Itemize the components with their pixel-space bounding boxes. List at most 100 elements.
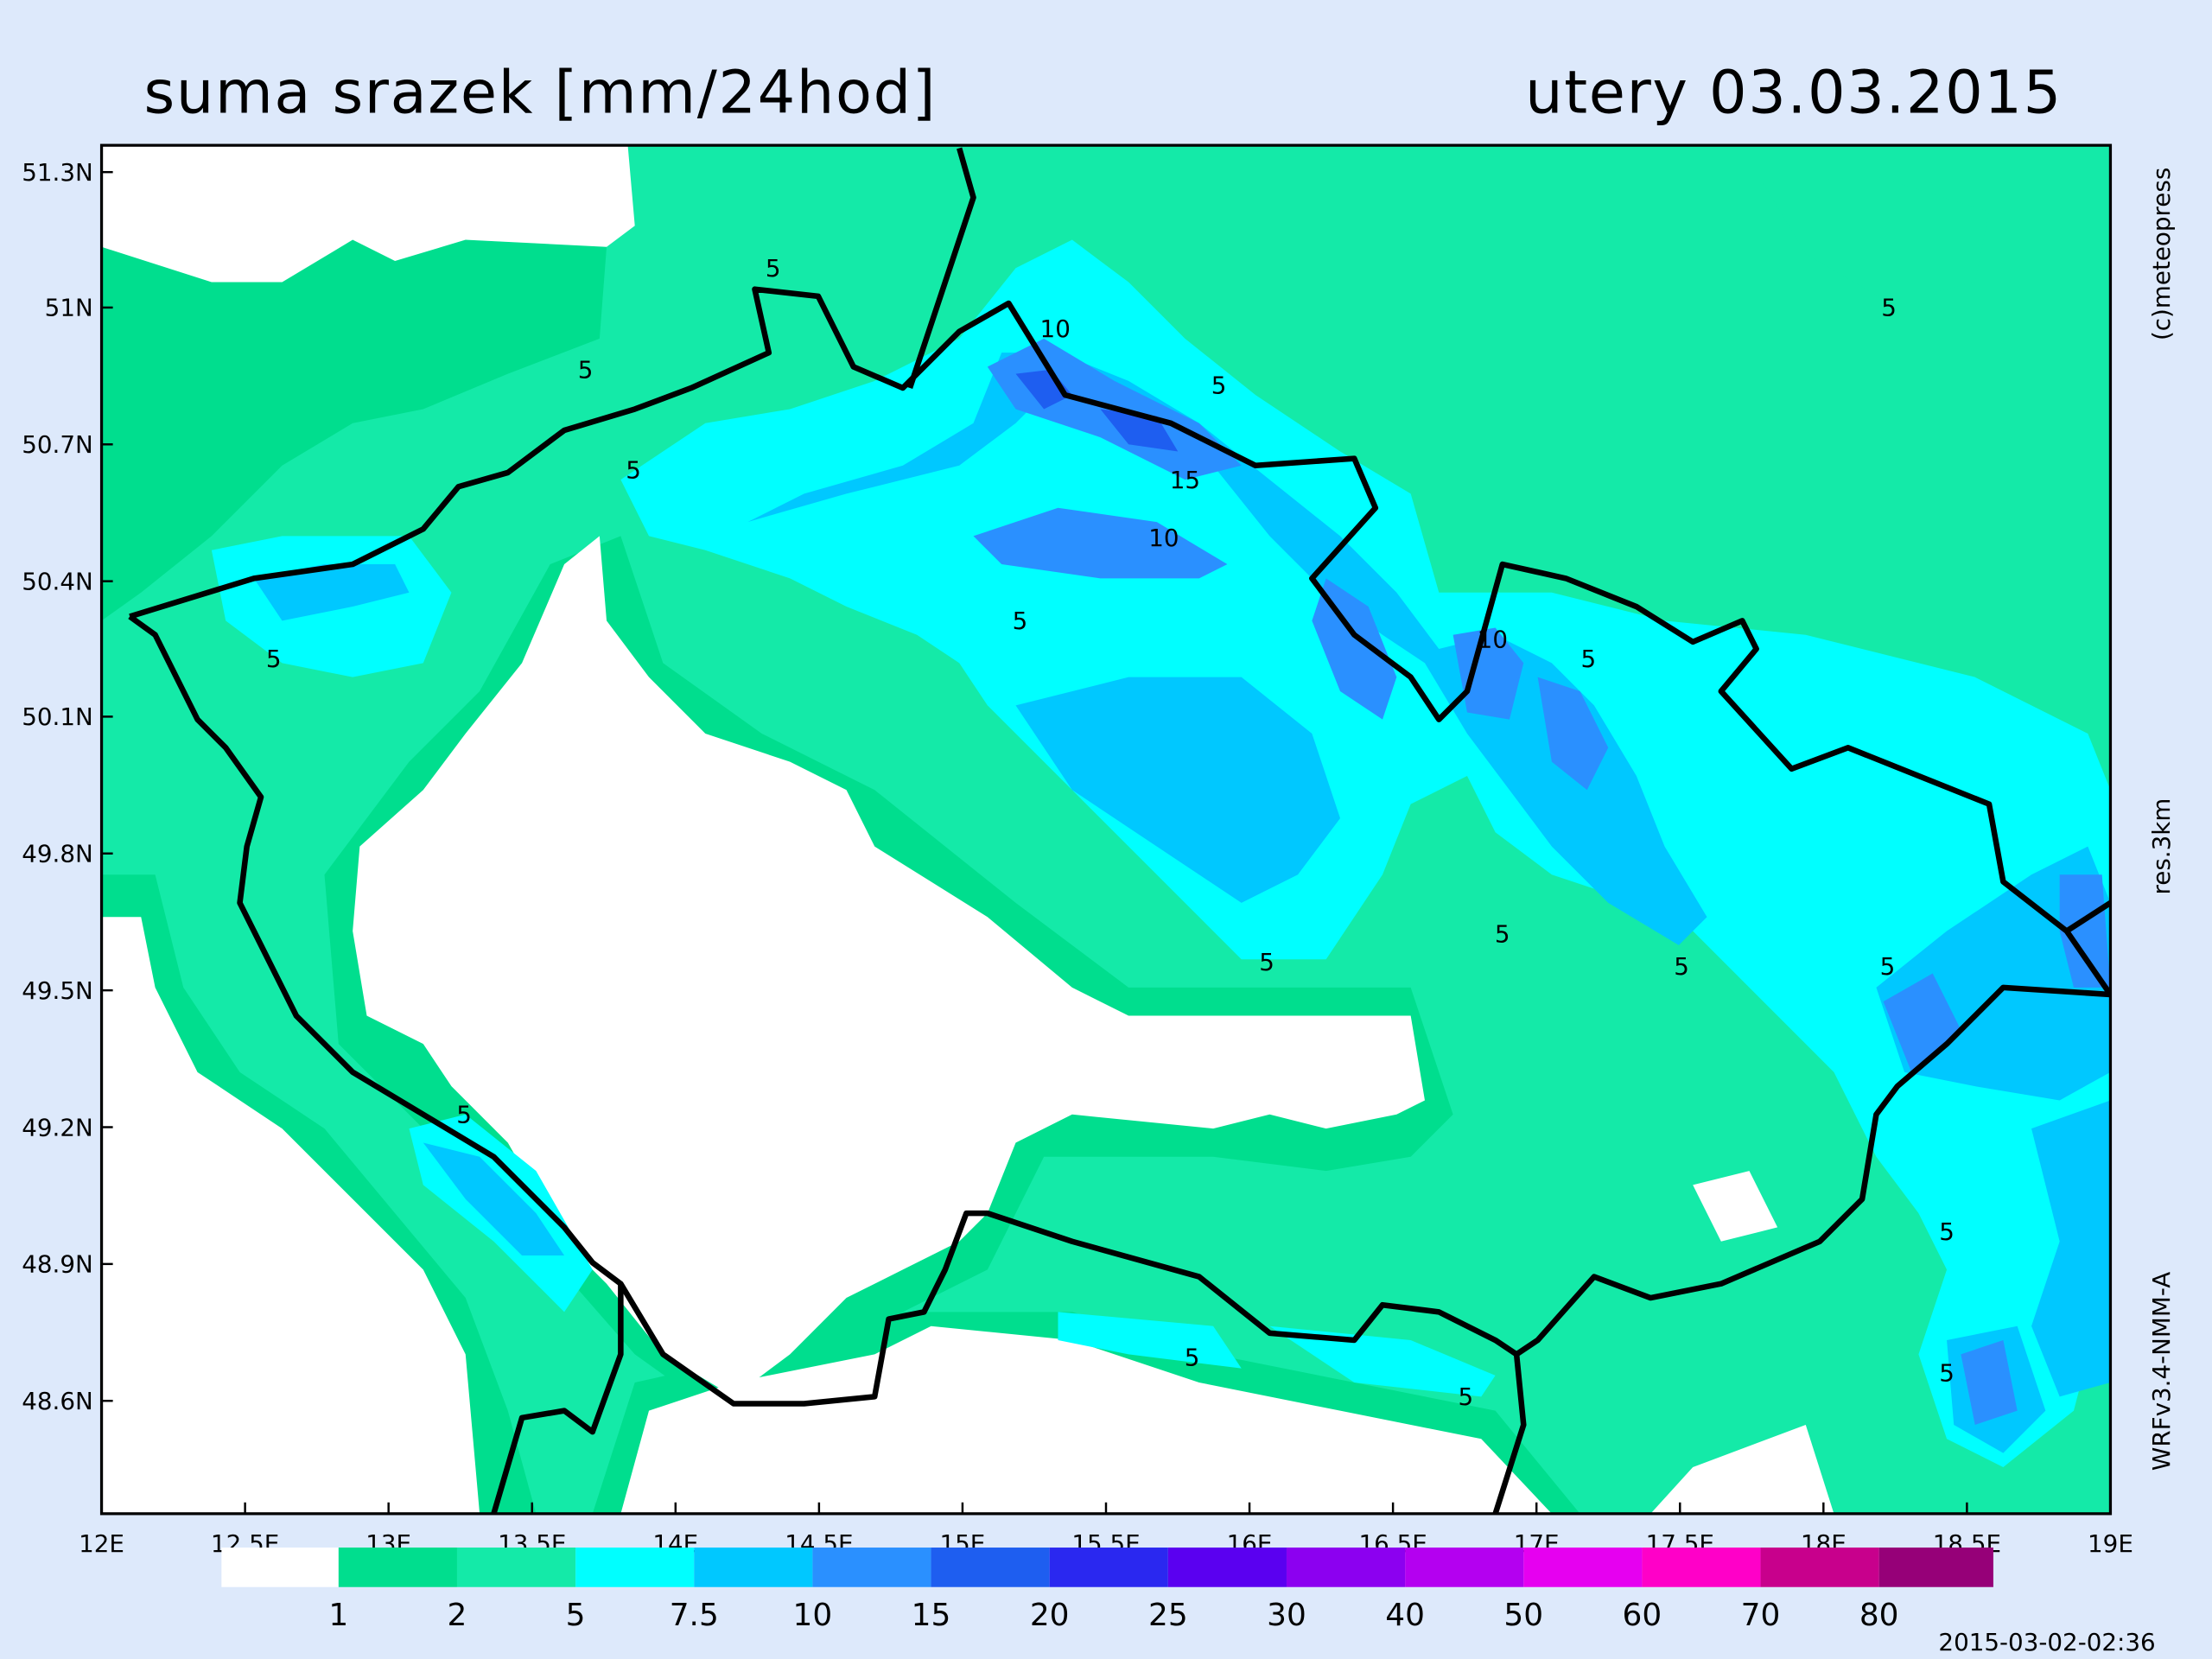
precip-area bbox=[1650, 1424, 1834, 1514]
contour-label: 5 bbox=[1674, 952, 1689, 981]
colorbar-label: 70 bbox=[1741, 1598, 1781, 1633]
colorbar-label: 50 bbox=[1503, 1598, 1543, 1633]
colorbar-swatch bbox=[812, 1548, 931, 1587]
lon-label: 12E bbox=[79, 1529, 124, 1558]
lat-label: 50.4N bbox=[22, 567, 93, 595]
map-title: suma srazek [mm/24hod] bbox=[144, 59, 938, 128]
country-border bbox=[128, 286, 2111, 1407]
precip-area bbox=[101, 145, 635, 283]
precip-area bbox=[1537, 677, 1609, 791]
contour-label: 5 bbox=[1939, 1217, 1955, 1246]
precip-area bbox=[747, 353, 1707, 945]
contour-label: 5 bbox=[1881, 294, 1897, 322]
contour-label: 5 bbox=[1259, 948, 1274, 976]
precip-area bbox=[973, 507, 1228, 579]
lat-label: 48.6N bbox=[22, 1387, 93, 1415]
country-border bbox=[491, 1283, 624, 1514]
colorbar-label: 15 bbox=[912, 1598, 951, 1633]
colorbar-swatch bbox=[1286, 1548, 1406, 1587]
contour-label: 5 bbox=[626, 455, 641, 484]
contour-label: 5 bbox=[1185, 1343, 1200, 1371]
contour-label: 10 bbox=[1148, 524, 1179, 552]
country-border bbox=[1492, 1354, 1527, 1514]
contour-label: 5 bbox=[456, 1101, 472, 1129]
contour-label: 10 bbox=[1040, 315, 1071, 343]
precip-area bbox=[1763, 176, 1990, 304]
colorbar-swatch bbox=[1049, 1548, 1168, 1587]
colorbar-swatch bbox=[931, 1548, 1050, 1587]
colorbar-label: 7.5 bbox=[670, 1598, 719, 1633]
precip-area bbox=[353, 536, 1425, 1397]
precip-area bbox=[423, 1142, 565, 1256]
precip-area bbox=[253, 564, 410, 621]
side-text: res.3km bbox=[2147, 798, 2176, 895]
labels: 51.3N 51N 50.7N 50.4N 50.1N 49.8N 49.5N 49.2N 48… bbox=[22, 158, 2176, 1656]
lat-label: 50.7N bbox=[22, 430, 93, 459]
contour-label: 5 bbox=[1939, 1358, 1955, 1387]
colorbar-label: 30 bbox=[1267, 1598, 1306, 1633]
precip-area bbox=[1883, 973, 1961, 1072]
contour-label: 5 bbox=[578, 356, 594, 385]
colorbar-swatch bbox=[1642, 1548, 1761, 1587]
colorbar-swatch bbox=[1760, 1548, 1879, 1587]
lat-label: 48.9N bbox=[22, 1250, 93, 1279]
precip-area bbox=[1693, 1171, 1778, 1242]
contour-label: 15 bbox=[1170, 466, 1200, 494]
colorbar-label: 1 bbox=[328, 1598, 348, 1633]
colorbar-label: 10 bbox=[793, 1598, 833, 1633]
country-border bbox=[2065, 900, 2111, 934]
side-text: WRFv3.4-NMM-A bbox=[2147, 1272, 2176, 1471]
country-border bbox=[906, 147, 976, 390]
precip-area bbox=[1312, 578, 1397, 720]
contour-label: 5 bbox=[1458, 1382, 1473, 1411]
contour-label: 10 bbox=[1478, 625, 1508, 653]
precip-area bbox=[101, 239, 607, 621]
contour-label: 5 bbox=[1495, 920, 1510, 949]
colorbar-swatch bbox=[1523, 1548, 1643, 1587]
colorbar-label: 5 bbox=[566, 1598, 586, 1633]
colorbar-label: 40 bbox=[1385, 1598, 1425, 1633]
precip-area bbox=[620, 1325, 1552, 1514]
colorbar-swatch bbox=[456, 1548, 576, 1587]
precipitation-fields bbox=[101, 145, 2111, 1514]
side-text: (c)meteopress bbox=[2147, 168, 2176, 340]
contour-label: 5 bbox=[266, 645, 282, 673]
lat-label: 51.3N bbox=[22, 158, 93, 187]
contour-label: 5 bbox=[1581, 645, 1597, 673]
precip-area bbox=[101, 917, 480, 1514]
contour-label: 5 bbox=[766, 254, 781, 283]
contour-label: 5 bbox=[1013, 607, 1028, 635]
colorbar-label: 80 bbox=[1859, 1598, 1899, 1633]
lat-label: 50.1N bbox=[22, 702, 93, 731]
colorbar-swatch bbox=[1878, 1548, 1993, 1587]
colorbar-label: 2 bbox=[448, 1598, 467, 1633]
precip-area bbox=[2059, 874, 2111, 988]
colorbar-swatch bbox=[694, 1548, 813, 1587]
colorbar-swatch bbox=[575, 1548, 695, 1587]
colorbar-label: 20 bbox=[1030, 1598, 1070, 1633]
precip-area bbox=[2031, 1100, 2111, 1397]
lat-label: 49.8N bbox=[22, 840, 93, 868]
precip-area bbox=[1269, 1325, 1496, 1397]
lat-label: 49.5N bbox=[22, 976, 93, 1005]
colorbar-label: 25 bbox=[1148, 1598, 1188, 1633]
contour-label: 5 bbox=[1211, 372, 1227, 400]
lat-label: 51N bbox=[45, 294, 93, 322]
precip-area bbox=[1058, 1312, 1242, 1369]
borders bbox=[128, 147, 2111, 1514]
timestamp: 2015-03-02-02:36 bbox=[1938, 1628, 2155, 1656]
precip-area bbox=[1961, 1340, 2018, 1425]
colorbar-swatch bbox=[1405, 1548, 1524, 1587]
lat-label: 49.2N bbox=[22, 1113, 93, 1141]
contour-label: 5 bbox=[1880, 952, 1896, 981]
colorbar-swatch bbox=[338, 1548, 457, 1587]
map-date: utery 03.03.2015 bbox=[1525, 59, 2063, 128]
colorbar-swatch bbox=[221, 1548, 339, 1587]
precip-area bbox=[1452, 627, 1524, 720]
colorbar-label: 60 bbox=[1623, 1598, 1662, 1633]
colorbar-swatch bbox=[1167, 1548, 1287, 1587]
precip-area bbox=[1015, 677, 1341, 903]
